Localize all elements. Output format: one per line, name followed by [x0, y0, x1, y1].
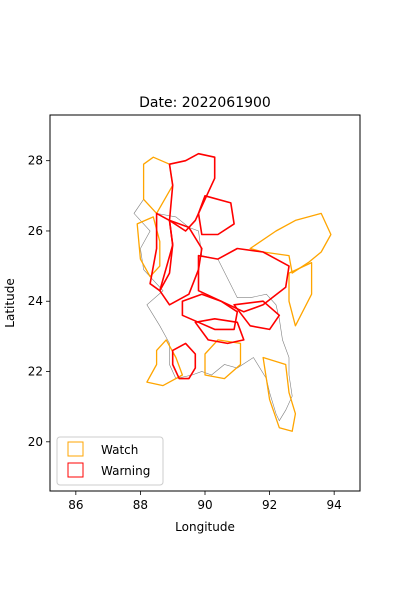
- watch-region-southwest-delta: [146, 339, 184, 387]
- y-axis-label: Latitude: [3, 278, 17, 327]
- watch-region-east-corridor: [288, 261, 313, 327]
- warning-region-east-central: [233, 300, 281, 331]
- x-axis-label: Longitude: [175, 520, 235, 534]
- x-tick-label: 94: [327, 498, 342, 512]
- y-tick-label: 26: [28, 224, 43, 238]
- legend-warning-label: Warning: [101, 464, 150, 478]
- x-tick-label: 90: [197, 498, 212, 512]
- watch-region-south-central: [204, 339, 242, 380]
- watch-region-southeast-coast: [262, 356, 297, 432]
- y-axis-ticks: 20 22 24 26 28: [28, 154, 50, 449]
- legend-watch-swatch: [67, 441, 84, 457]
- x-tick-label: 86: [68, 498, 83, 512]
- y-tick-label: 24: [28, 294, 43, 308]
- x-tick-label: 92: [262, 498, 277, 512]
- chart-title: Date: 2022061900: [139, 95, 271, 111]
- warning-region-north-2: [197, 195, 235, 236]
- legend: Watch Warning: [56, 436, 164, 486]
- legend-warning-swatch: [67, 462, 84, 478]
- warning-region-south-belt: [194, 317, 245, 345]
- y-tick-label: 28: [28, 154, 43, 168]
- x-axis-ticks: 86 88 90 92 94: [68, 491, 342, 512]
- x-tick-label: 88: [133, 498, 148, 512]
- warning-region-sundarbans: [171, 342, 197, 380]
- watch-region-northeast: [249, 212, 332, 274]
- warning-region-dhaka-belt: [181, 293, 239, 331]
- plot-area: [133, 152, 332, 432]
- country-boundary: [133, 198, 293, 422]
- watch-region-west-plains: [136, 216, 161, 278]
- y-tick-label: 20: [28, 435, 43, 449]
- y-tick-label: 22: [28, 365, 43, 379]
- warning-region-centre-west: [159, 219, 203, 306]
- warning-region-north-1: [168, 152, 216, 232]
- legend-watch-label: Watch: [101, 443, 138, 457]
